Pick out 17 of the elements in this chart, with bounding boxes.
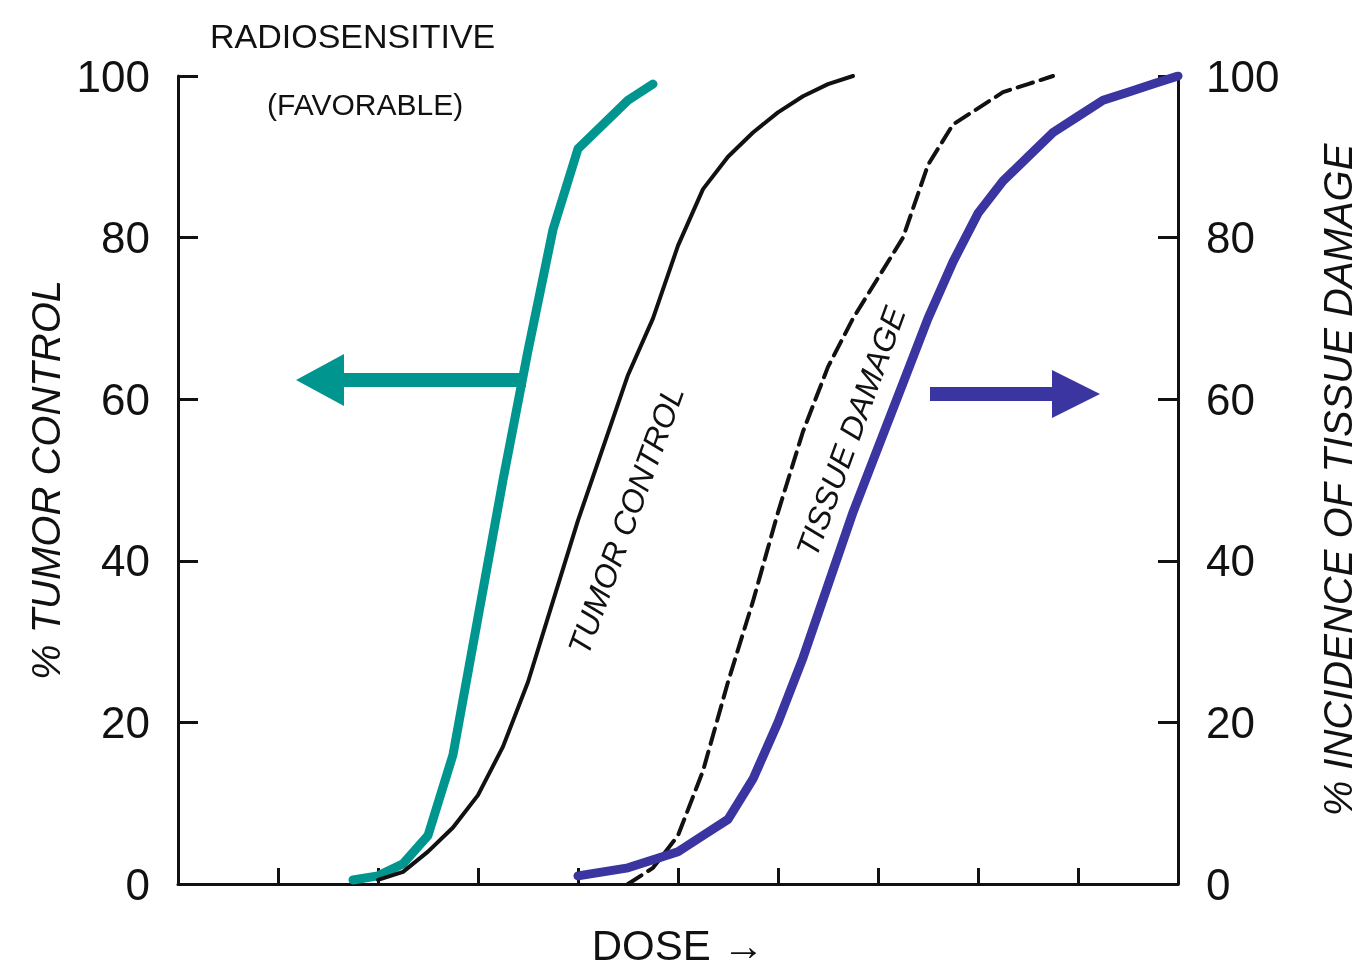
y-tick-label: 60 (101, 374, 150, 424)
y-tick-label: 0 (125, 859, 150, 909)
y2-tick-label: 40 (1206, 536, 1255, 586)
y2-tick-label: 100 (1206, 51, 1280, 101)
y2-tick-label: 20 (1206, 697, 1255, 747)
x-axis-title: DOSE → (591, 921, 765, 969)
y2-tick-label: 60 (1206, 374, 1255, 424)
y2-tick-label: 0 (1206, 859, 1231, 909)
y2-tick-label: 80 (1206, 213, 1255, 263)
y-tick-label: 20 (101, 697, 150, 747)
y-tick-label: 100 (76, 51, 150, 101)
chart-title: RADIOSENSITIVE (210, 17, 496, 55)
y-tick-label: 80 (101, 213, 150, 263)
y-tick-label: 40 (101, 536, 150, 586)
chart-subtitle: (FAVORABLE) (267, 87, 464, 121)
y-axis-title: % TUMOR CONTROL (23, 280, 68, 680)
y2-axis-title: % INCIDENCE OF TISSUE DAMAGE (1316, 142, 1360, 817)
